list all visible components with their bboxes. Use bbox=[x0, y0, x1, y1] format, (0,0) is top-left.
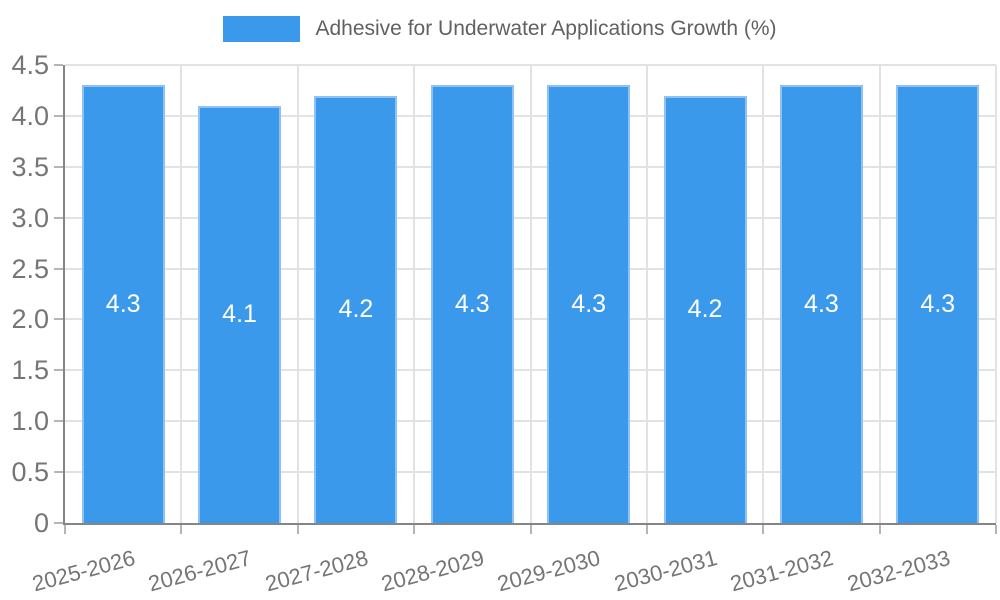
x-axis-tick bbox=[180, 525, 183, 534]
bar-value-label: 4.3 bbox=[454, 290, 490, 319]
bar-value-label: 4.3 bbox=[804, 290, 839, 319]
y-axis-label: 0 bbox=[33, 508, 49, 538]
y-axis-tick bbox=[54, 522, 63, 524]
x-axis-label: 2030-2031 bbox=[611, 545, 720, 597]
x-axis-label: 2029-2030 bbox=[495, 545, 604, 597]
bar-value-label: 4.1 bbox=[222, 300, 257, 329]
x-gridline bbox=[180, 65, 183, 523]
y-axis-label: 4.5 bbox=[11, 50, 49, 80]
x-axis-label: 2031-2032 bbox=[727, 545, 836, 597]
x-gridline bbox=[296, 65, 299, 523]
y-axis-tick bbox=[54, 420, 63, 423]
y-axis-label: 1.0 bbox=[11, 406, 49, 437]
y-axis-label: 1.5 bbox=[11, 355, 49, 386]
x-axis-tick bbox=[529, 525, 532, 534]
bar bbox=[198, 105, 282, 523]
y-axis-tick bbox=[54, 471, 63, 474]
y-axis-tick bbox=[54, 216, 63, 219]
x-axis-label: 2026-2027 bbox=[145, 545, 255, 597]
x-gridline bbox=[762, 65, 765, 523]
plot-area: 0 0.5 1.0 1.5 2.0 2.5 3.0 3.5 4.0 4.5 4.3 4.1 4.2 4.3… bbox=[11, 50, 997, 596]
x-axis-label: 2032-2033 bbox=[844, 545, 953, 597]
bar-value-label: 4.2 bbox=[338, 295, 374, 324]
y-axis-line bbox=[63, 65, 65, 525]
bar bbox=[663, 95, 747, 523]
bar bbox=[547, 85, 631, 523]
x-gridline bbox=[995, 65, 997, 523]
bar-value-label: 4.3 bbox=[920, 290, 956, 319]
x-axis-label: 2027-2028 bbox=[262, 545, 371, 597]
y-axis-label: 2.0 bbox=[11, 304, 49, 335]
y-axis-tick bbox=[54, 369, 63, 372]
x-axis-tick bbox=[413, 525, 416, 534]
y-axis-label: 3.5 bbox=[11, 151, 49, 182]
bar bbox=[314, 95, 398, 523]
x-axis-tick bbox=[995, 525, 997, 534]
y-axis-tick bbox=[54, 114, 63, 117]
chart-legend: Adhesive for Underwater Applications Gro… bbox=[0, 16, 1000, 42]
y-axis-label: 4.0 bbox=[11, 100, 49, 131]
x-axis-tick bbox=[878, 525, 881, 534]
x-gridline bbox=[413, 65, 416, 523]
x-axis-tick bbox=[64, 525, 66, 534]
y-axis-label: 3.0 bbox=[11, 202, 49, 233]
x-axis-label: 2025-2026 bbox=[29, 545, 138, 597]
x-axis-tick bbox=[296, 525, 299, 534]
bar-value-label: 4.3 bbox=[105, 290, 141, 319]
bar bbox=[896, 85, 980, 523]
x-gridline bbox=[645, 65, 648, 523]
bar-value-label: 4.3 bbox=[571, 290, 607, 319]
legend-swatch bbox=[223, 16, 301, 42]
x-axis-tick bbox=[762, 525, 765, 534]
x-gridline bbox=[878, 65, 881, 523]
y-axis-label: 2.5 bbox=[11, 253, 49, 284]
y-axis-tick bbox=[54, 318, 63, 321]
bar-value-label: 4.2 bbox=[687, 295, 723, 324]
bar bbox=[779, 85, 863, 523]
y-axis-tick bbox=[54, 267, 63, 270]
x-gridline bbox=[529, 65, 532, 523]
y-axis-tick bbox=[54, 64, 63, 66]
bar bbox=[81, 85, 165, 523]
x-axis-tick bbox=[645, 525, 648, 534]
chart-title: Adhesive for Underwater Applications Gro… bbox=[315, 17, 777, 40]
y-axis-label: 0.5 bbox=[11, 457, 49, 488]
x-axis-label: 2028-2029 bbox=[378, 545, 487, 597]
bar bbox=[430, 85, 514, 523]
y-axis-tick bbox=[54, 165, 63, 168]
x-axis-line bbox=[63, 523, 996, 525]
